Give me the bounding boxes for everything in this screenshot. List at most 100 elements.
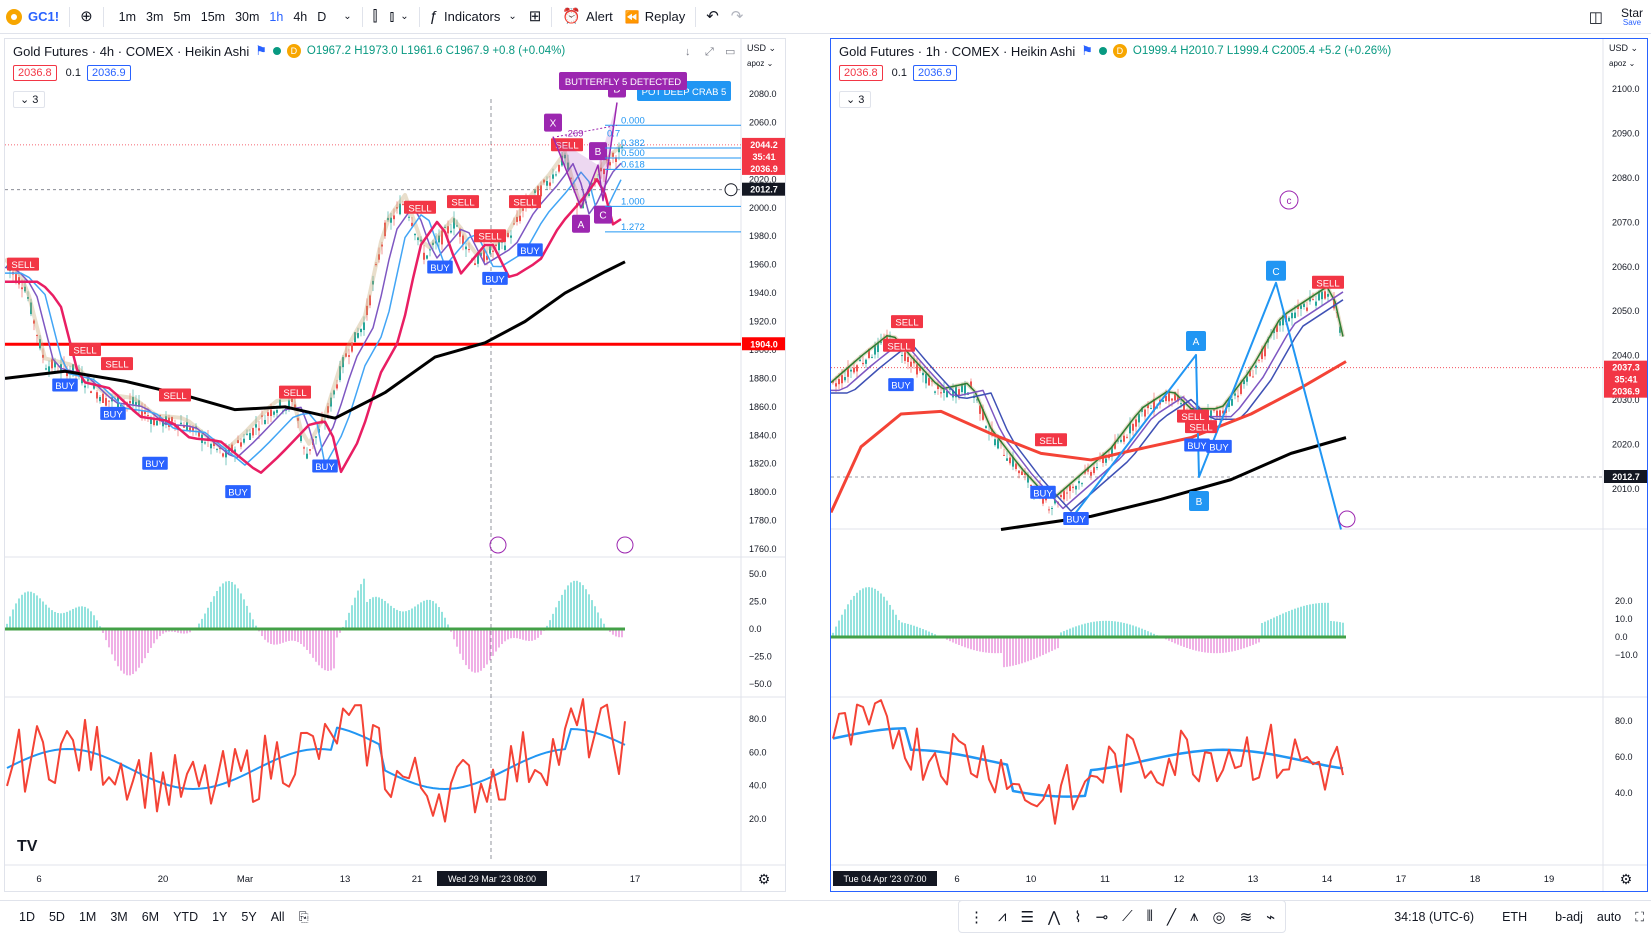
bottom-bar: 1D 5D 1M 3M 6M YTD 1Y 5Y All ⎘ 34:18 (UTC-6) ETH… bbox=[0, 900, 1651, 933]
horizontal-line-icon[interactable]: ⊸ bbox=[1095, 908, 1109, 926]
candle-body bbox=[1300, 305, 1302, 309]
sell-signal-6-bg bbox=[447, 195, 479, 209]
candle-body bbox=[841, 375, 843, 384]
wave-label-b: B bbox=[1196, 497, 1203, 508]
candle-body bbox=[189, 427, 191, 432]
candle-body bbox=[432, 242, 434, 246]
range-1y[interactable]: 1Y bbox=[212, 910, 228, 924]
timeframe-5m[interactable]: 5m bbox=[173, 9, 191, 24]
candle-body bbox=[333, 390, 335, 395]
indicators-icon: ƒ bbox=[429, 8, 439, 25]
range-6m[interactable]: 6M bbox=[141, 910, 160, 924]
candle-body bbox=[1240, 382, 1242, 394]
candle-body bbox=[396, 207, 398, 209]
sell-signal-4: SELL bbox=[1181, 412, 1204, 423]
pitchfork-icon[interactable]: ⫴ bbox=[1146, 908, 1153, 925]
candle-body bbox=[982, 409, 984, 420]
bid-price[interactable]: 2036.8 bbox=[13, 65, 57, 81]
candle-body bbox=[1123, 435, 1125, 442]
range-ytd[interactable]: YTD bbox=[173, 910, 199, 924]
symbol-search[interactable]: GC1! bbox=[0, 0, 65, 34]
delayed-data-icon: D bbox=[286, 44, 301, 58]
undo-button[interactable]: ↶ bbox=[700, 0, 725, 34]
timeframe-dropdown[interactable]: ⌄ bbox=[337, 0, 357, 34]
range-1m[interactable]: 1M bbox=[78, 910, 97, 924]
timeframe-D[interactable]: D bbox=[317, 9, 327, 24]
candle-body bbox=[216, 449, 218, 451]
timeframe-1m[interactable]: 1m bbox=[118, 9, 137, 24]
buy-signal-5-bg bbox=[427, 260, 453, 274]
crab-label: POT DEEP CRAB 5 bbox=[642, 87, 727, 98]
right-chart-panel[interactable]: USD ⌄ apoz ⌄ 2100.0 2090.0 2080.0 2070.0 2060.… bbox=[830, 38, 1648, 892]
head-shoulders-icon[interactable]: ⩚ bbox=[1190, 908, 1199, 925]
timeframe-4h[interactable]: 4h bbox=[293, 9, 308, 24]
range-3m[interactable]: 3M bbox=[110, 910, 128, 924]
price-tick: 1840.0 bbox=[749, 430, 777, 440]
indicators-button[interactable]: ƒ Indicators ⌄ bbox=[424, 0, 523, 34]
fullscreen-button[interactable]: ◫ bbox=[1589, 10, 1603, 25]
timeframe-group: 1m 3m 5m 15m 30m 1h 4h D bbox=[108, 0, 338, 34]
sell-signal-4: SELL bbox=[283, 388, 306, 399]
right-chart-canvas[interactable]: USD ⌄ apoz ⌄ 2100.0 2090.0 2080.0 2070.0 2060.… bbox=[831, 39, 1648, 892]
clock-label[interactable]: 34:18 (UTC-6) bbox=[1394, 910, 1475, 924]
timeframe-15m[interactable]: 15m bbox=[200, 9, 226, 24]
price-badge-current-bg bbox=[742, 137, 785, 151]
candle-body bbox=[1141, 407, 1143, 412]
timeframe-3m[interactable]: 3m bbox=[146, 9, 164, 24]
crosshair-time-bg bbox=[437, 871, 547, 886]
range-all[interactable]: All bbox=[270, 910, 285, 924]
candle-body bbox=[84, 385, 86, 388]
candle-body bbox=[543, 179, 545, 183]
candle-body bbox=[378, 254, 380, 260]
fullscreen-icon[interactable]: ⛶ bbox=[1635, 909, 1644, 924]
fib-retracement-icon[interactable]: ☰ bbox=[1020, 908, 1034, 926]
date-range-button[interactable]: ⎘ bbox=[292, 910, 316, 925]
auto-scale-toggle[interactable]: auto bbox=[1596, 910, 1622, 924]
path-tool-icon[interactable]: ⌇ bbox=[1074, 908, 1082, 926]
left-legend: Gold Futures · 4h · COMEX · Heikin Ashi … bbox=[13, 43, 565, 59]
ray-icon[interactable]: ╱ bbox=[1166, 908, 1176, 926]
replay-button[interactable]: ⏪ Replay bbox=[619, 0, 691, 34]
timeframe-30m[interactable]: 30m bbox=[235, 9, 260, 24]
price-badge-current-bg bbox=[1604, 360, 1647, 374]
xabcd-pattern-icon[interactable]: ⩘ bbox=[998, 908, 1007, 925]
price-badge-crosshair: 2012.7 bbox=[750, 185, 778, 195]
fib-spiral-icon[interactable]: ◎ bbox=[1212, 908, 1226, 926]
candle-body bbox=[880, 341, 882, 344]
left-chart-canvas[interactable]: USD ⌄ apoz ⌄ 2080.0 2060.0 20 40.0 2020.0 2000.… bbox=[5, 39, 786, 892]
range-5y[interactable]: 5Y bbox=[241, 910, 257, 924]
candle-body bbox=[381, 244, 383, 247]
ask-price[interactable]: 2036.9 bbox=[912, 65, 957, 81]
candle-body bbox=[952, 390, 954, 398]
left-chart-panel[interactable]: USD ⌄ apoz ⌄ 2080.0 2060.0 20 40.0 2020.0 2000.… bbox=[4, 38, 786, 892]
abcd-pattern-icon[interactable]: ⋀ bbox=[1047, 908, 1061, 926]
candle-body bbox=[459, 228, 461, 237]
save-star-button[interactable]: Star Save bbox=[1621, 7, 1643, 27]
timeframe-1h[interactable]: 1h bbox=[269, 9, 284, 24]
candle-body bbox=[258, 428, 260, 431]
alert-label: Alert bbox=[586, 9, 613, 24]
compare-add-button[interactable]: ⊕ bbox=[74, 0, 99, 34]
alert-button[interactable]: ⏰ Alert bbox=[556, 0, 618, 34]
fib-channel-icon[interactable]: ≋ bbox=[1239, 908, 1253, 926]
candle-body bbox=[474, 263, 476, 266]
elliott-wave-icon[interactable]: ⌁ bbox=[1266, 908, 1276, 926]
redo-button[interactable]: ↷ bbox=[725, 0, 750, 34]
drag-handle-icon[interactable]: ⋮ bbox=[969, 908, 984, 926]
adj-toggle[interactable]: b-adj bbox=[1555, 910, 1583, 924]
lightning-icon bbox=[616, 536, 634, 554]
range-1d[interactable]: 1D bbox=[19, 910, 35, 924]
right-indicator-toggle[interactable]: ⌄ 3 bbox=[839, 91, 872, 108]
left-indicator-toggle[interactable]: ⌄ 3 bbox=[13, 91, 46, 108]
session-toggle[interactable]: ETH bbox=[1502, 910, 1528, 924]
layout-button[interactable]: ⊞ bbox=[523, 0, 548, 34]
range-5d[interactable]: 5D bbox=[48, 910, 65, 924]
ask-price[interactable]: 2036.9 bbox=[86, 65, 131, 81]
drawing-toolbar: ⋮ ⩘ ☰ ⋀ ⌇ ⊸ ⟋ ⫴ ╱ ⩚ ◎ ≋ ⌁ bbox=[958, 900, 1287, 933]
bar-style-button[interactable]: ⫿ bbox=[367, 0, 384, 34]
candle-body bbox=[348, 355, 350, 357]
candle-body bbox=[24, 286, 26, 292]
trend-line-icon[interactable]: ⟋ bbox=[1122, 908, 1133, 925]
bid-price[interactable]: 2036.8 bbox=[839, 65, 883, 81]
chart-type-button[interactable]: ⫾ ⌄ bbox=[383, 0, 414, 34]
